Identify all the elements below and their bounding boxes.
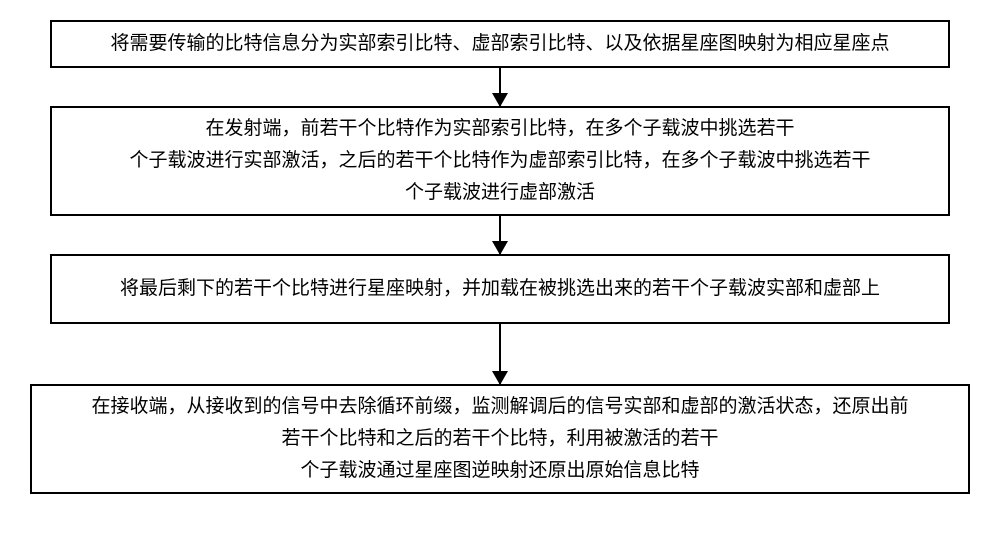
- flow-step-3: 将最后剩下的若干个比特进行星座映射，并加载在被挑选出来的若干个子载波实部和虚部上: [50, 254, 950, 324]
- flow-step-2-text: 在发射端，前若干个比特作为实部索引比特，在多个子载波中挑选若干个子载波进行实部激…: [129, 113, 870, 210]
- arrow-1: [499, 68, 501, 106]
- arrow-3: [499, 324, 501, 384]
- flow-step-2: 在发射端，前若干个比特作为实部索引比特，在多个子载波中挑选若干个子载波进行实部激…: [50, 106, 950, 216]
- flow-step-1-text: 将需要传输的比特信息分为实部索引比特、虚部索引比特、以及依据星座图映射为相应星座…: [110, 28, 889, 60]
- arrow-2-wrap: [0, 216, 1000, 254]
- flow-step-3-text: 将最后剩下的若干个比特进行星座映射，并加载在被挑选出来的若干个子载波实部和虚部上: [120, 273, 880, 305]
- arrow-1-wrap: [0, 68, 1000, 106]
- flowchart-container: 将需要传输的比特信息分为实部索引比特、虚部索引比特、以及依据星座图映射为相应星座…: [0, 0, 1000, 546]
- arrow-2: [499, 216, 501, 254]
- flow-step-4: 在接收端，从接收到的信号中去除循环前缀，监测解调后的信号实部和虚部的激活状态，还…: [30, 384, 970, 494]
- flow-step-1: 将需要传输的比特信息分为实部索引比特、虚部索引比特、以及依据星座图映射为相应星座…: [50, 20, 950, 68]
- arrow-3-wrap: [0, 324, 1000, 384]
- flow-step-4-text: 在接收端，从接收到的信号中去除循环前缀，监测解调后的信号实部和虚部的激活状态，还…: [91, 391, 908, 488]
